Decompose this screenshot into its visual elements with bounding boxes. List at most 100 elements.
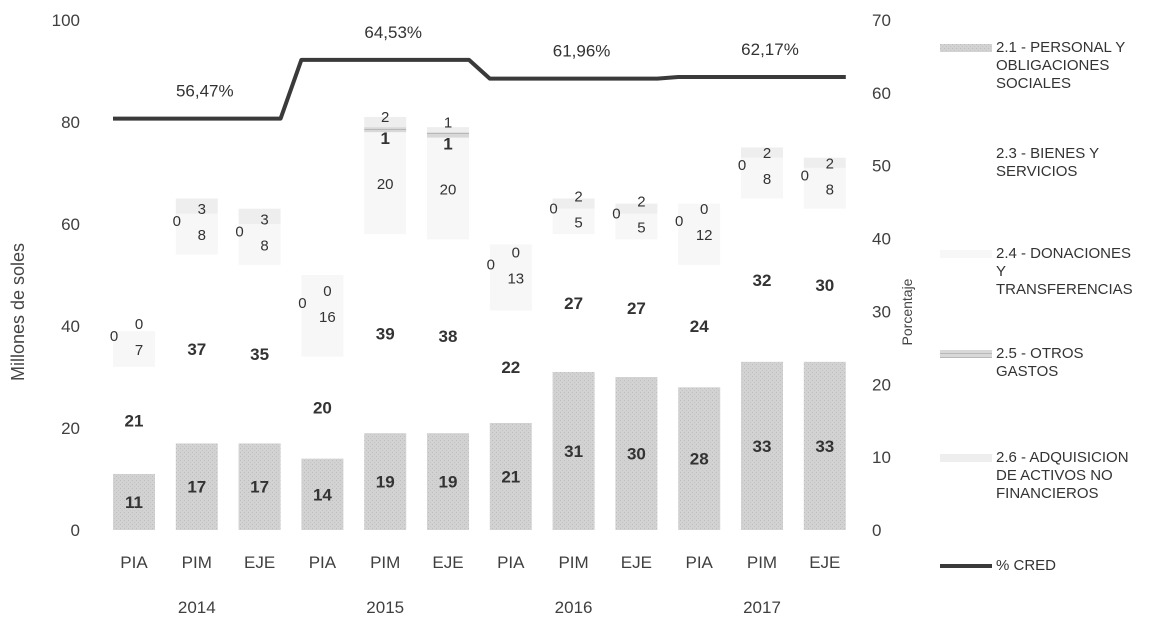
legend-label: % CRED [996,557,1056,574]
data-label: 2 [826,155,834,172]
y-tick-right: 70 [872,11,891,30]
legend-label: OBLIGACIONES [996,57,1109,74]
x-category-label: PIA [309,553,337,572]
data-label: 28 [690,450,709,469]
y-tick-left: 100 [52,11,80,30]
data-label: 21 [501,467,520,486]
bar-segment [615,213,658,240]
y-axis-title-right: Porcentaje [899,278,915,345]
bar-segment [552,371,595,530]
bar-segment [552,208,595,235]
bar-segment [113,366,155,474]
legend-label: 2.6 - ADQUISICION [996,449,1129,466]
legend-label: Y [996,263,1006,280]
x-year-label: 2015 [366,598,404,617]
bar-segment [615,377,658,530]
percent-annotation: 61,96% [553,42,611,61]
bar-segment [238,264,281,444]
bar-segment [489,422,532,530]
legend-label: SOCIALES [996,75,1071,92]
data-label: 17 [250,478,269,497]
legend-swatch [940,44,992,52]
percent-annotation: 56,47% [176,82,234,101]
data-label: 13 [507,271,524,288]
data-label: 24 [690,317,709,336]
bar-segment [427,239,469,434]
data-label: 2 [763,145,771,162]
data-label: 5 [574,214,582,231]
data-label: 0 [738,157,746,174]
data-label: 3 [198,201,206,218]
data-label: 39 [376,325,395,344]
bar-segment [615,203,658,214]
data-label: 2 [381,109,389,126]
data-label: 37 [187,340,206,359]
x-category-label: PIM [558,553,588,572]
data-label: 0 [110,328,118,345]
bar-segment [301,356,344,459]
bar-segment [364,234,407,434]
bar-segment [741,361,783,530]
bar-segment [301,458,344,530]
data-label: 8 [826,181,834,198]
y-tick-right: 50 [872,157,891,176]
bar-segment [803,157,846,168]
bar-segment [175,198,218,214]
bar-segment [678,203,721,265]
data-labels: 1121700173780317358031420160019392012193… [110,109,834,512]
y-tick-right: 30 [872,302,891,321]
bar-segment [364,127,407,133]
data-label: 0 [801,167,809,184]
x-year-label: 2014 [178,598,216,617]
y-tick-right: 60 [872,84,891,103]
data-label: 8 [198,227,206,244]
data-label: 1 [444,114,452,131]
legend-label: DE ACTIVOS NO [996,467,1113,484]
data-label: 0 [549,200,557,217]
data-label: 0 [675,213,683,230]
data-label: 0 [298,295,306,312]
cred-line-path [113,57,846,121]
data-label: 33 [753,437,772,456]
legend-label: GASTOS [996,363,1058,380]
data-label: 21 [125,411,144,430]
data-label: 19 [376,473,395,492]
data-label: 0 [323,283,331,300]
legend-swatch [940,250,992,258]
bar-series [113,116,846,530]
data-label: 3 [260,211,268,228]
legend-label: SERVICIOS [996,163,1077,180]
bar-segment [238,443,281,530]
bar-segment [427,433,469,530]
x-category-label: EJE [809,553,840,572]
bar-segment [427,137,469,240]
bar-segment [364,433,407,530]
x-category-label: PIA [685,553,713,572]
data-label: 35 [250,345,269,364]
data-label: 2 [637,194,645,211]
data-label: 0 [235,223,243,240]
bar-segment [113,331,155,367]
data-label: 2 [574,188,582,205]
data-label: 0 [512,245,520,262]
x-category-label: EJE [432,553,463,572]
bar-segment [552,234,595,372]
data-label: 5 [637,220,645,237]
x-axis-categories: PIA PIM EJE PIA PIM EJE PIA PIM EJE PIA PIM EJE [120,553,840,572]
data-label: 20 [377,176,394,193]
bar-segment [427,132,469,138]
data-label: 0 [700,201,708,218]
bar-segment [741,157,783,199]
data-label: 11 [125,493,143,512]
legend-swatch [940,350,992,358]
data-label: 27 [564,294,583,313]
legend-label: FINANCIEROS [996,485,1099,502]
bar-segment [364,116,407,128]
data-label: 12 [696,227,713,244]
legend-label: 2.4 - DONACIONES [996,245,1131,262]
percent-annotation: 64,53% [364,23,422,42]
data-label: 22 [501,358,520,377]
bar-segment [301,275,344,357]
data-label: 30 [627,445,646,464]
